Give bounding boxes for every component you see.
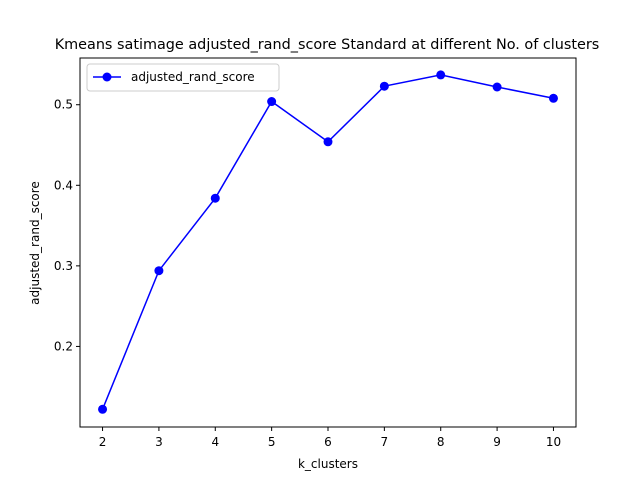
x-axis-ticks: 2 3 4 5 6 7 8 9 10 [99, 427, 561, 449]
x-axis-label: k_clusters [298, 457, 358, 471]
legend: adjusted_rand_score [86, 63, 280, 92]
y-tick-label: 0.4 [54, 178, 73, 192]
chart-title: Kmeans satimage adjusted_rand_score Stan… [55, 37, 600, 53]
y-tick-label: 0.2 [54, 339, 73, 353]
x-tick-label: 2 [99, 435, 107, 449]
data-point [492, 82, 502, 92]
y-tick-label: 0.3 [54, 259, 73, 273]
data-point [154, 266, 164, 276]
data-point [548, 93, 558, 103]
x-tick-label: 10 [546, 435, 561, 449]
x-tick-label: 4 [211, 435, 219, 449]
series-layer [98, 70, 558, 414]
x-tick-label: 3 [155, 435, 163, 449]
legend-label: adjusted_rand_score [131, 70, 255, 84]
y-axis-label: adjusted_rand_score [28, 181, 42, 305]
y-tick-label: 0.5 [54, 98, 73, 112]
y-axis-ticks: 0.2 0.3 0.4 0.5 [54, 98, 80, 353]
data-point [379, 81, 389, 91]
data-point [323, 137, 333, 147]
plot-area [79, 57, 577, 428]
x-tick-label: 9 [493, 435, 501, 449]
legend-box [86, 63, 280, 92]
data-point [98, 404, 108, 414]
data-point [210, 193, 220, 203]
x-tick-label: 8 [437, 435, 445, 449]
data-point [436, 70, 446, 80]
axes-frame [79, 57, 577, 428]
x-tick-label: 7 [381, 435, 389, 449]
x-tick-label: 5 [268, 435, 276, 449]
data-point [267, 97, 277, 107]
x-tick-label: 6 [324, 435, 332, 449]
legend-marker-swatch [102, 72, 112, 82]
